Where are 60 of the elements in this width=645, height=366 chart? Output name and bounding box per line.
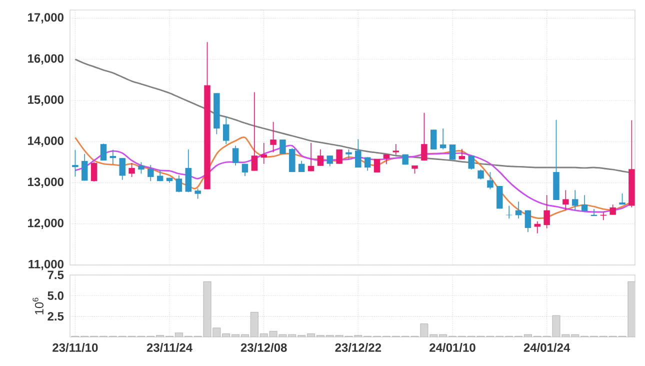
candlestick (478, 169, 484, 180)
y-tick-label: 15,000 (28, 95, 64, 106)
candlestick (326, 155, 333, 167)
candlestick (194, 188, 201, 200)
y-tick-label: 11,000 (28, 260, 64, 270)
candlestick (185, 149, 192, 193)
candlestick (280, 139, 286, 154)
y-tick-label: 5.0 (48, 291, 64, 300)
x-tick-label: 23/11/10 (52, 343, 98, 352)
candlestick (308, 142, 314, 172)
x-tick-label: 24/01/24 (524, 343, 570, 352)
candlestick (128, 162, 135, 178)
candlestick (562, 190, 569, 211)
candlestick (610, 204, 616, 216)
candlestick (524, 210, 532, 232)
candlestick (364, 156, 371, 172)
candlestick (119, 158, 126, 180)
candlestick (148, 164, 154, 182)
candlestick (458, 148, 466, 160)
candlestick (138, 162, 144, 174)
y-tick-label: 17,000 (28, 13, 64, 24)
y-tick-label: 16,000 (28, 54, 64, 64)
candlestick (251, 92, 258, 172)
y-tick-label: 13,000 (28, 178, 64, 188)
candlestick (355, 138, 362, 168)
y-tick-label: 12,000 (28, 218, 64, 229)
y-tick-label: 7.5 (48, 270, 64, 280)
candlestick (72, 149, 78, 177)
candlestick (346, 149, 352, 160)
candlestick (496, 186, 503, 210)
y-tick-label: 2.5 (48, 312, 64, 321)
candlestick (430, 129, 437, 150)
candlestick (90, 162, 98, 182)
candlestick (223, 116, 230, 144)
y-tick-label: 14,000 (28, 136, 64, 147)
candlestick (270, 121, 276, 153)
candlestick (468, 155, 474, 170)
candlestick (82, 154, 88, 182)
candlestick (336, 149, 342, 164)
candlestick (374, 158, 380, 173)
candlestick (110, 149, 116, 165)
candlestick (440, 128, 446, 150)
x-tick-label: 24/01/10 (430, 343, 476, 352)
candlestick (572, 190, 578, 211)
x-tick-label: 23/11/24 (146, 343, 192, 352)
candlestick (421, 112, 428, 161)
candlestick (242, 163, 248, 177)
candlestick (260, 142, 267, 164)
candlestick (289, 148, 296, 172)
candlestick (317, 149, 324, 166)
candlestick (392, 144, 400, 156)
candlestick (544, 194, 550, 229)
x-tick-label: 23/12/08 (240, 343, 287, 352)
x-tick-label: 23/12/22 (335, 343, 382, 352)
candlestick (487, 172, 494, 190)
candlestick (232, 145, 239, 166)
candlestick (100, 143, 107, 161)
candlestick (581, 194, 588, 212)
y-axis-title: 10$^{6}$ (32, 298, 44, 314)
candlestick (176, 174, 182, 193)
